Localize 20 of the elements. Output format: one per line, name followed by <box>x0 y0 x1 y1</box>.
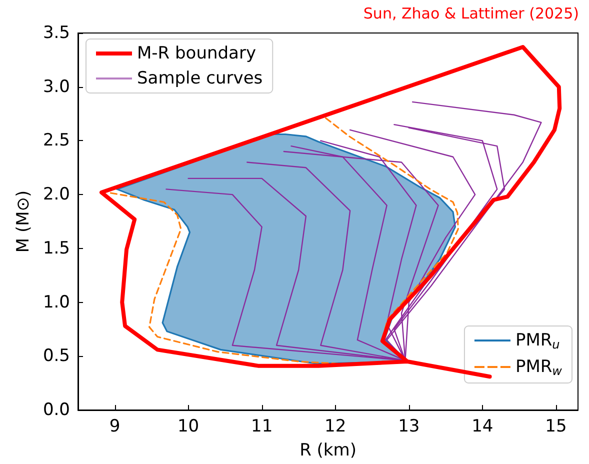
x-tick-label: 15 <box>545 416 567 436</box>
y-tick-label: 2.5 <box>42 130 70 151</box>
legend-label: M-R boundary <box>137 44 256 64</box>
y-tick-label: 3.5 <box>42 23 70 43</box>
text: Sun, Zhao & Lattimer (2025) <box>363 4 580 22</box>
x-tick-label: 11 <box>251 416 273 436</box>
y-axis-title: M (M⊙) <box>14 190 34 253</box>
x-tick-label: 9 <box>109 416 120 436</box>
x-tick-label: 10 <box>177 416 200 436</box>
y-tick-label: 0.5 <box>42 346 70 366</box>
y-tick-label: 1.0 <box>42 292 70 312</box>
y-tick-label: 3.0 <box>42 76 70 97</box>
x-tick-label: 12 <box>324 416 346 436</box>
x-tick-label: 14 <box>472 416 494 436</box>
x-axis-title: R (km) <box>300 440 356 460</box>
legend-label: Sample curves <box>137 68 263 88</box>
y-tick-label: 2.0 <box>42 184 70 205</box>
x-tick-label: 13 <box>398 416 420 436</box>
y-tick-label: 1.5 <box>42 238 70 258</box>
y-tick-label: 0.0 <box>42 400 70 420</box>
